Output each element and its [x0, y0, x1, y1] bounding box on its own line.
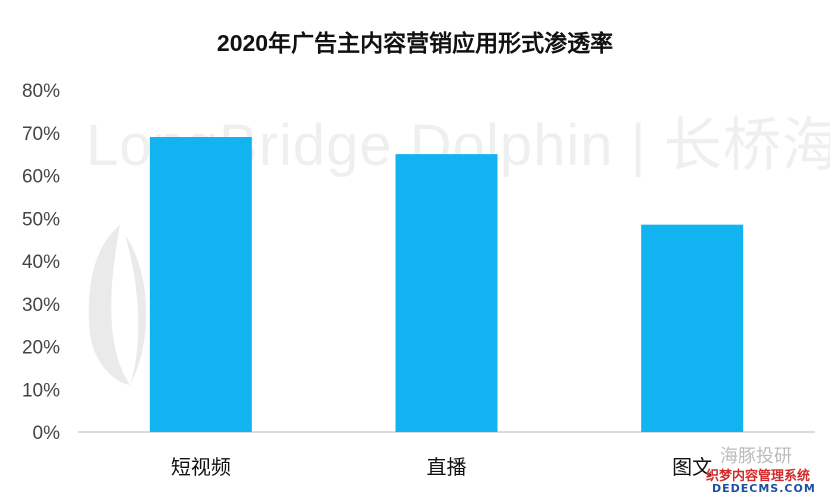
y-tick-label: 80%	[22, 81, 60, 102]
y-tick-label: 70%	[22, 124, 60, 145]
y-tick-label: 20%	[22, 338, 60, 359]
bar	[395, 154, 498, 432]
y-tick-label: 0%	[33, 423, 61, 444]
y-tick-label: 50%	[22, 209, 60, 230]
x-tick-label: 直播	[427, 456, 467, 479]
y-tick-label: 10%	[22, 380, 60, 401]
bar	[149, 137, 252, 432]
y-tick-label: 40%	[22, 252, 60, 273]
watermark-logo-icon	[88, 225, 147, 385]
chart-title: 2020年广告主内容营销应用形式渗透率	[216, 30, 614, 56]
x-tick-label: 短视频	[171, 456, 231, 479]
x-tick-label: 图文	[672, 456, 712, 479]
y-tick-label: 30%	[22, 295, 60, 316]
corner-watermark-line1: 海豚投研	[720, 446, 792, 467]
bar	[641, 224, 744, 432]
corner-watermark-line3: DEDECMS.COM	[712, 482, 816, 495]
corner-watermark-line2: 织梦内容管理系统	[706, 469, 811, 484]
y-tick-label: 60%	[22, 167, 60, 188]
